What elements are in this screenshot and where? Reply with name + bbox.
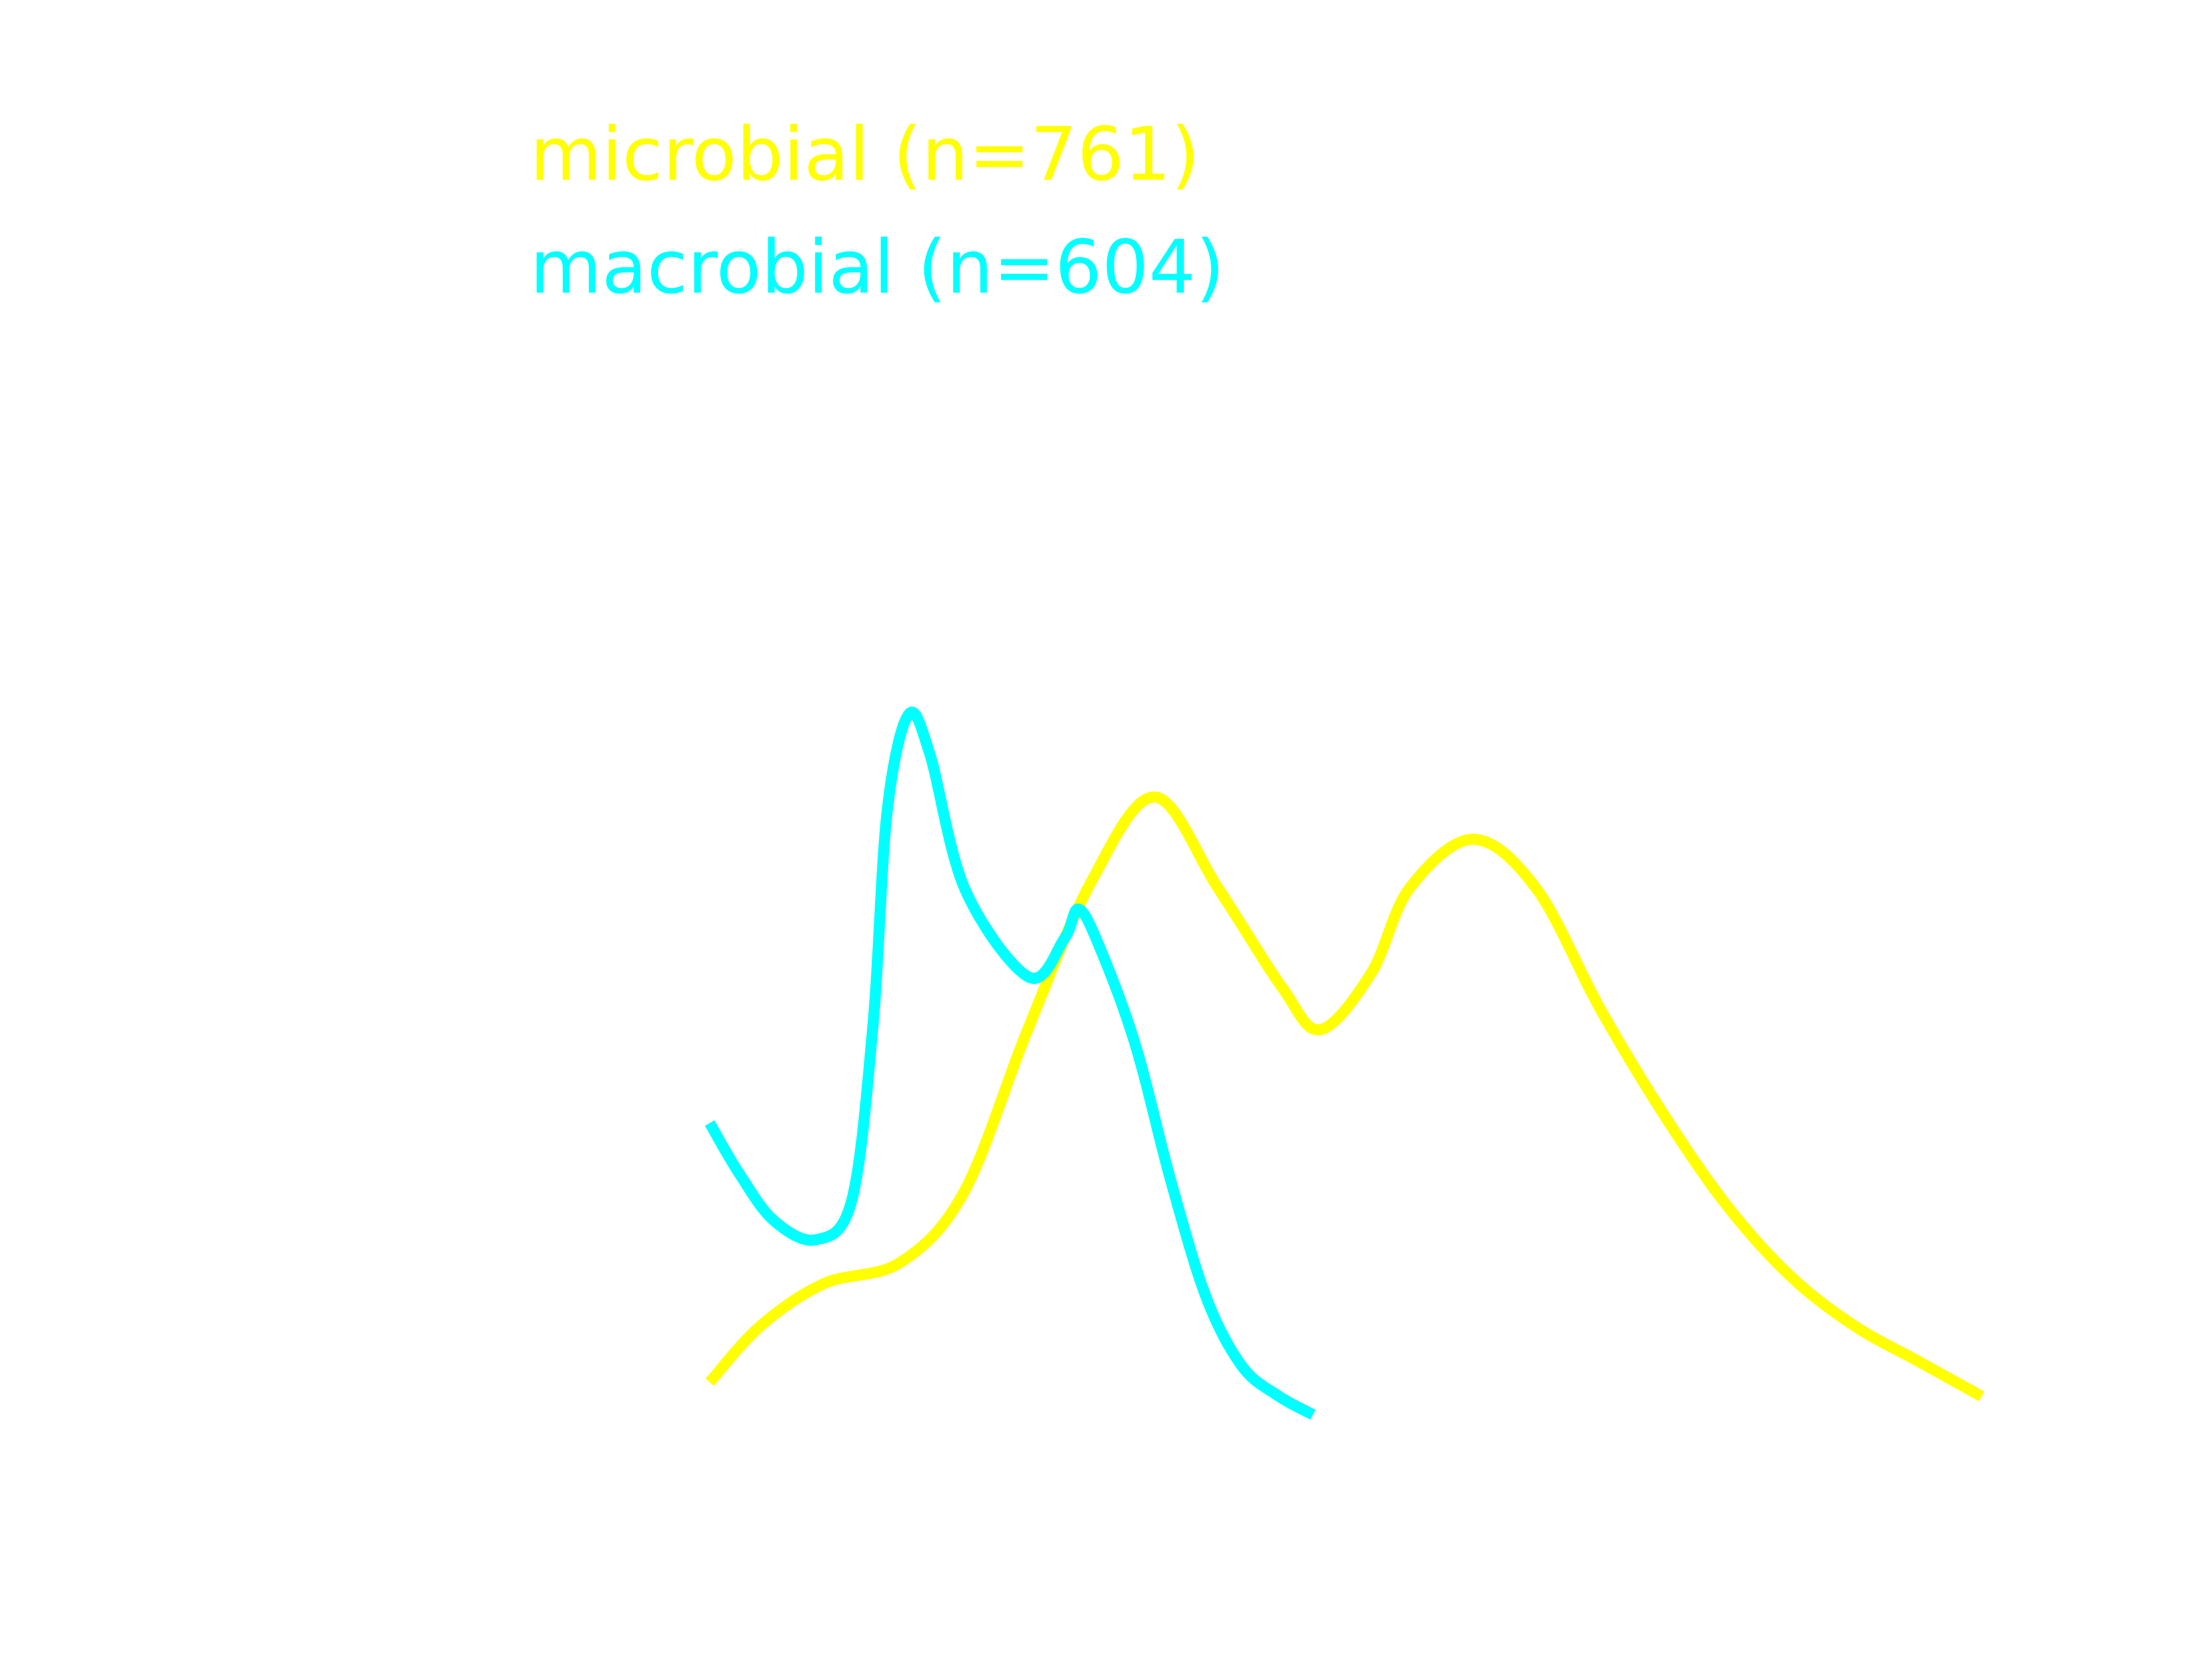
legend: microbial (n=761) macrobial (n=604) [530, 111, 1224, 310]
chart-curves [705, 706, 1984, 1420]
series-line-microbial [706, 791, 1984, 1401]
series-line-macrobial [705, 706, 1316, 1420]
legend-entry-microbial: microbial (n=761) [530, 111, 1200, 197]
legend-entry-macrobial: macrobial (n=604) [530, 224, 1224, 310]
